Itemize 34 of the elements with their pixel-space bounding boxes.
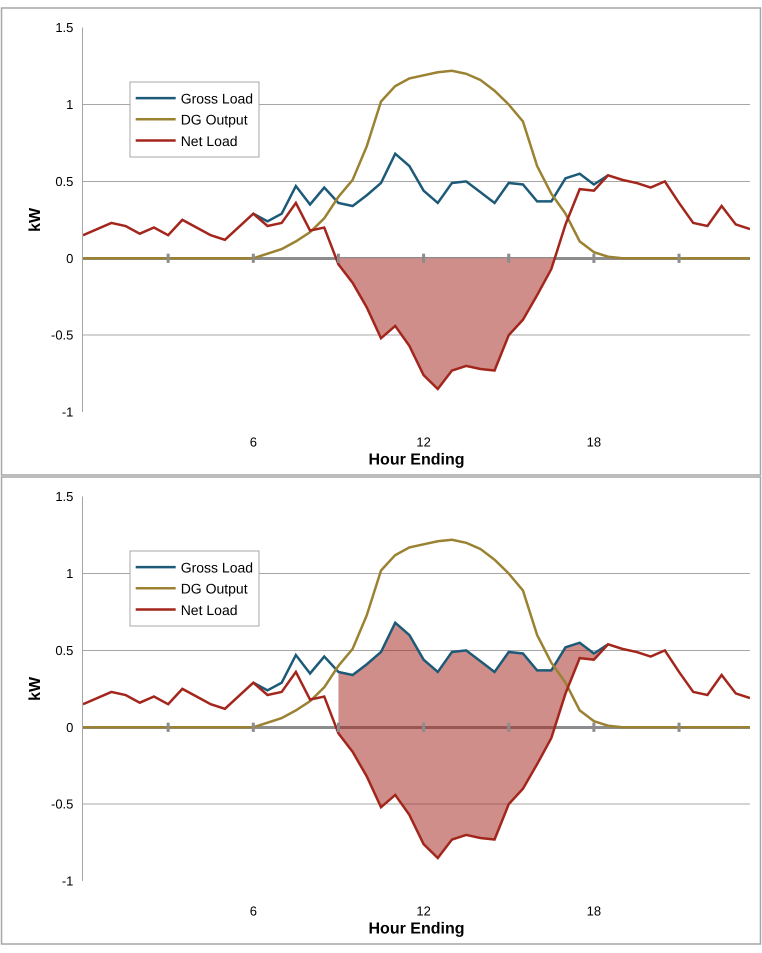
y-axis-title: kW xyxy=(26,206,44,232)
x-tick-label: 18 xyxy=(586,434,602,450)
x-axis-title: Hour Ending xyxy=(368,920,464,938)
y-tick-label: -1 xyxy=(62,874,74,889)
line-series xyxy=(83,538,750,729)
line-series xyxy=(83,643,750,860)
legend-label: Net Load xyxy=(180,602,238,618)
x-axis-title: Hour Ending xyxy=(368,451,464,468)
legend-label: Gross Load xyxy=(180,90,254,107)
y-tick-label: 1.5 xyxy=(55,20,74,36)
line-series xyxy=(252,621,610,692)
x-tick-label: 12 xyxy=(416,904,431,919)
y-tick-label: 1.5 xyxy=(55,489,74,504)
x-tick-label: 12 xyxy=(416,434,431,450)
y-tick-label: 1 xyxy=(66,566,74,582)
line-series xyxy=(83,174,750,390)
y-tick-label: 0.5 xyxy=(55,174,74,189)
y-tick-label: -1 xyxy=(62,404,74,420)
x-tick-label: 6 xyxy=(250,904,257,919)
y-tick-label: 0 xyxy=(66,250,74,266)
y-tick-label: -0.5 xyxy=(50,328,74,343)
legend-label: Gross Load xyxy=(180,560,254,576)
x-tick-label: 6 xyxy=(250,434,257,450)
legend-label: DG Output xyxy=(180,580,248,597)
line-series xyxy=(83,69,750,260)
legend-label: DG Output xyxy=(180,112,248,128)
line-series xyxy=(252,152,610,223)
y-tick-label: 0 xyxy=(66,720,74,735)
legend-label: Net Load xyxy=(180,132,238,149)
y-tick-label: 1 xyxy=(66,97,74,112)
x-tick-label: 18 xyxy=(586,904,602,919)
y-tick-label: -0.5 xyxy=(50,796,74,812)
y-axis-title: kW xyxy=(26,676,44,701)
y-tick-label: 0.5 xyxy=(55,642,74,658)
